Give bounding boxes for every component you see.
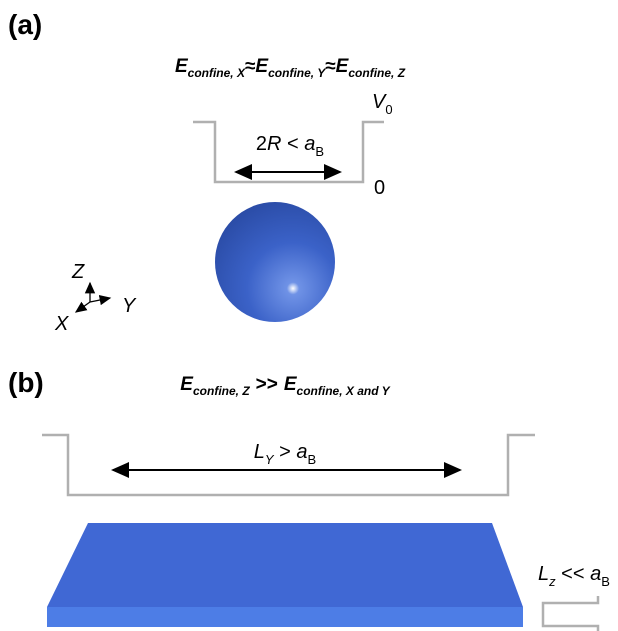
- subscript: confine, X and Y: [297, 384, 391, 398]
- symbol: L: [538, 563, 549, 585]
- part: 2: [256, 133, 267, 155]
- relation: <<: [556, 563, 590, 585]
- relation: >: [274, 441, 297, 463]
- subscript: B: [308, 452, 317, 467]
- subscript: B: [315, 144, 324, 159]
- axis-label: Y: [122, 295, 137, 317]
- subscript: 0: [385, 102, 392, 117]
- axis-label: X: [54, 313, 69, 335]
- floor-label: 0: [374, 177, 385, 199]
- subscript: confine, Z: [193, 384, 250, 398]
- y-axis: [90, 298, 110, 302]
- subscript: confine, X: [188, 66, 246, 80]
- axis-label: Z: [71, 261, 85, 283]
- part: R: [267, 133, 281, 155]
- part: a: [304, 133, 315, 155]
- relation: ≈: [245, 56, 256, 77]
- sphere: [215, 202, 335, 322]
- subscript: confine, Z: [348, 66, 405, 80]
- subscript: B: [601, 574, 610, 589]
- panel-label: (b): [8, 367, 44, 398]
- symbol: L: [254, 441, 265, 463]
- part: <: [281, 133, 304, 155]
- equation: Econfine, X≈Econfine, Y≈Econfine, Z: [175, 56, 406, 80]
- width-label: 2R < aB: [256, 133, 324, 159]
- barrier-label: V0: [372, 91, 393, 117]
- figure: (a) Econfine, X≈Econfine, Y≈Econfine, Z …: [0, 0, 618, 631]
- subscript: confine, Y: [268, 66, 326, 80]
- relation: >>: [256, 374, 278, 395]
- symbol: a: [296, 441, 307, 463]
- equation: Econfine, Z>>Econfine, X and Y: [180, 374, 390, 398]
- symbol: a: [590, 563, 601, 585]
- thin-well: [543, 596, 598, 631]
- slab-front: [47, 607, 523, 627]
- relation: ≈: [325, 56, 336, 77]
- axes-icon: [76, 283, 110, 312]
- length-label: LY > aB: [254, 441, 316, 467]
- panel-label: (a): [8, 9, 42, 40]
- slab-top: [47, 523, 523, 607]
- x-axis: [76, 302, 90, 312]
- thickness-label: Lz << aB: [538, 563, 610, 589]
